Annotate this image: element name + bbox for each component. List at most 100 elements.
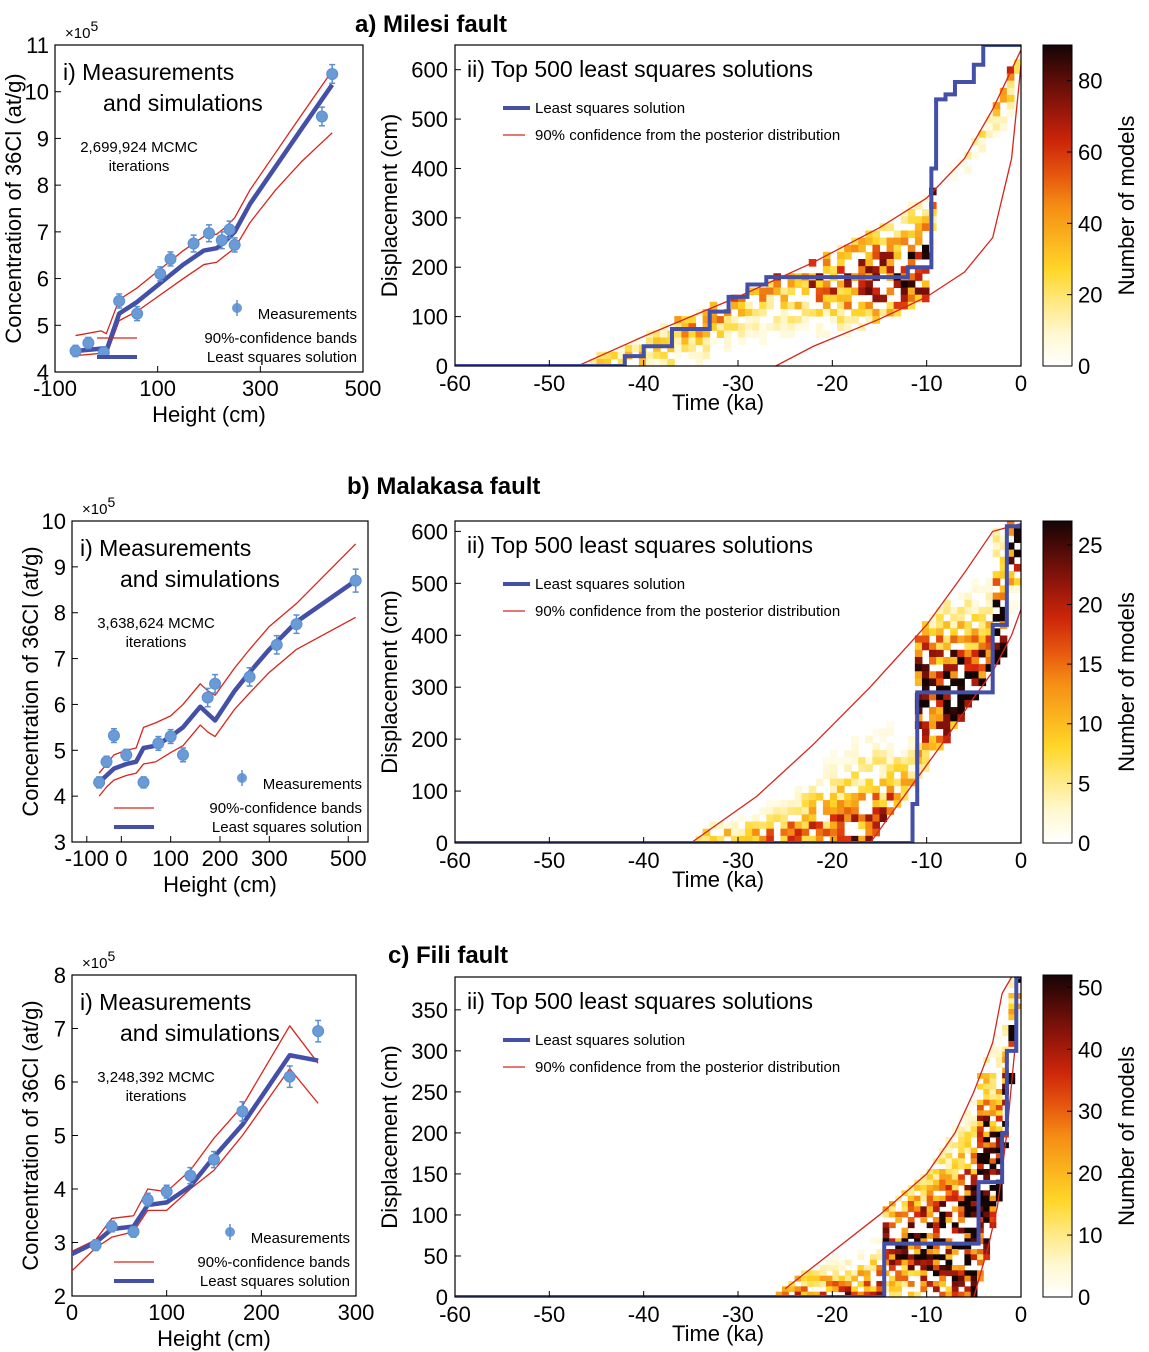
- heatmap-cell: [976, 1099, 984, 1106]
- heatmap-cell: [914, 649, 923, 658]
- heatmap-cell: [780, 828, 789, 837]
- heatmap-cell: [900, 785, 909, 794]
- heatmap-cell: [870, 1286, 877, 1293]
- heatmap-cell: [964, 152, 972, 160]
- legend-confidence: 90% confidence from the posterior distri…: [535, 127, 840, 144]
- heatmap-cell: [995, 1089, 1003, 1095]
- multiplier-label: ×105: [82, 948, 115, 972]
- legend-confidence: 90% confidence from the posterior distri…: [535, 1059, 840, 1076]
- heatmap-cell: [950, 664, 958, 672]
- heatmap-cell: [914, 1243, 921, 1250]
- heatmap-cell: [945, 1142, 953, 1149]
- heatmap-cell: [901, 1265, 909, 1271]
- heatmap-cell: [702, 351, 711, 360]
- heatmap-cell: [964, 1286, 972, 1293]
- heatmap-cell: [964, 1131, 972, 1138]
- heatmap-cell: [886, 251, 895, 260]
- heatmap-cell: [837, 316, 845, 324]
- heatmap-cell: [775, 1291, 783, 1297]
- heatmap-cell: [800, 1275, 808, 1282]
- heatmap-cell: [858, 280, 866, 289]
- heatmap-cell: [964, 1233, 972, 1239]
- heatmap-cell: [1006, 585, 1015, 594]
- heatmap-cell: [964, 1206, 972, 1213]
- iterations-line2: iterations: [126, 1088, 187, 1105]
- heatmap-cell: [950, 173, 958, 182]
- heatmap-cell: [921, 209, 930, 217]
- x-axis-label: Height (cm): [152, 402, 266, 427]
- heatmap-cell: [901, 1227, 909, 1234]
- heatmap-cell: [907, 1222, 915, 1229]
- heatmap-cell: [985, 123, 994, 132]
- heatmap-cell: [759, 287, 767, 296]
- measurement-point: [93, 776, 106, 789]
- heatmap-cell: [920, 1259, 928, 1266]
- heatmap-cell: [872, 266, 880, 274]
- heatmap-cell: [951, 1227, 959, 1234]
- heatmap-cell: [815, 835, 824, 843]
- heatmap-cell: [921, 635, 930, 644]
- multiplier-label: ×105: [82, 494, 115, 518]
- heatmap-cell: [879, 771, 888, 780]
- heatmap-cell: [932, 1169, 940, 1175]
- heatmap-cell: [926, 1243, 934, 1250]
- heatmap-cell: [964, 621, 972, 629]
- heatmap-cell: [921, 671, 930, 679]
- heatmap-cell: [752, 323, 760, 331]
- y-tick-label: 8: [54, 963, 66, 988]
- heatmap-cell: [832, 1259, 840, 1266]
- heatmap-cell: [766, 280, 774, 289]
- heatmap-cell: [752, 828, 760, 837]
- heatmap-cell: [738, 835, 746, 843]
- heatmap-cell: [808, 821, 817, 830]
- heatmap-cell: [907, 244, 916, 253]
- heatmap-cell: [730, 828, 739, 837]
- heatmap-cell: [970, 1169, 978, 1175]
- heatmap-cell: [688, 344, 697, 353]
- heatmap-cell: [976, 1163, 984, 1170]
- heatmap-cell: [851, 800, 859, 808]
- heatmap-cell: [976, 1115, 984, 1122]
- iterations-line1: 3,638,624 MCMC: [97, 615, 215, 632]
- heatmap-cell: [716, 316, 725, 324]
- heatmap-cell: [945, 1185, 953, 1191]
- heatmap-cell: [929, 614, 937, 622]
- heatmap-cell: [872, 251, 880, 260]
- heatmap-cell: [1002, 1025, 1009, 1031]
- heatmap-cell: [886, 749, 895, 758]
- heatmap-cell: [759, 330, 767, 338]
- heatmap-cell: [907, 1190, 915, 1197]
- heatmap-cell: [807, 1281, 814, 1287]
- heatmap-cell: [815, 294, 824, 303]
- x-tick-label: -20: [816, 848, 848, 873]
- heatmap-cell: [872, 294, 880, 303]
- colorbar-label: Number of models: [1114, 592, 1139, 772]
- heatmap-cell: [989, 1142, 997, 1149]
- colorbar-tick-label: 0: [1078, 1285, 1090, 1310]
- y-tick-label: 200: [411, 255, 448, 280]
- heatmap-cell: [920, 1254, 928, 1261]
- heatmap-cell: [921, 664, 930, 672]
- heatmap-cell: [782, 1291, 789, 1297]
- concentration-plot: 3 4 5 6 7 8 9 10 -100 0 100 200 300 500 ×105 Height (cm…: [18, 494, 369, 897]
- measurement-point: [312, 1025, 325, 1038]
- heatmap-cell: [921, 628, 930, 636]
- heatmap-cell: [901, 1211, 909, 1218]
- heatmap-cell: [999, 87, 1008, 96]
- colorbar-label: Number of models: [1114, 116, 1139, 296]
- heatmap-cell: [829, 287, 838, 296]
- heatmap-cell: [964, 1238, 972, 1245]
- heatmap-cell: [907, 1254, 915, 1261]
- heatmap-cell: [945, 1249, 953, 1255]
- measurement-point: [270, 638, 283, 651]
- heatmap-cell: [794, 785, 803, 794]
- panel-heading: c) Fili fault: [388, 942, 508, 969]
- heatmap-cell: [801, 301, 810, 310]
- heatmap-cell: [921, 699, 930, 708]
- heatmap-cell: [879, 757, 888, 765]
- heatmap-cell: [964, 664, 972, 672]
- heatmap-cell: [964, 1115, 972, 1122]
- heatmap-cell: [907, 1281, 915, 1287]
- heatmap-cell: [970, 1270, 978, 1277]
- heatmap-cell: [936, 649, 944, 658]
